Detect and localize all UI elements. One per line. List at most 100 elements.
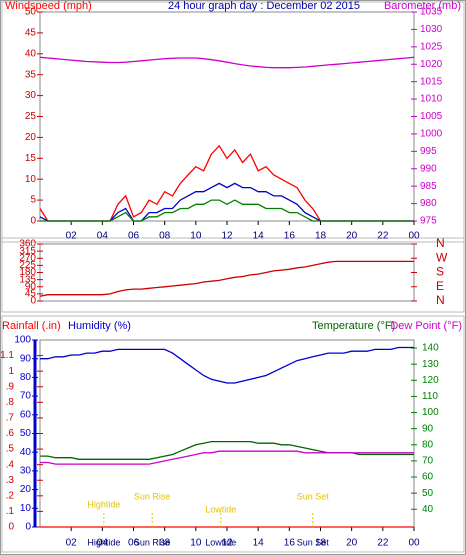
- y2-tick-label: 50: [422, 488, 434, 499]
- x-tick-label: 04: [97, 231, 109, 242]
- y-tick-label: .1: [6, 506, 15, 517]
- panel-frame: [1, 1, 465, 243]
- y-tick-label: .2: [6, 490, 15, 501]
- y2-tick-label: 70: [422, 456, 434, 467]
- event-label: Lowtide: [205, 504, 236, 514]
- y2-tick-label: E: [436, 279, 444, 293]
- y-tick-label: 315: [19, 246, 36, 257]
- y-tick-label: .4: [6, 459, 15, 470]
- y2-tick-label: 80: [422, 439, 434, 450]
- y-tick-label: .8: [6, 397, 15, 408]
- y-tick-label: .7: [6, 413, 15, 424]
- x-tick-label: 00: [408, 538, 420, 549]
- y2-tick-label: 140: [422, 343, 439, 354]
- y2-tick-label: W: [436, 250, 448, 264]
- y-tick-label: 5: [30, 195, 36, 206]
- series-line: [40, 199, 414, 222]
- y2-tick-label: 40: [422, 504, 434, 515]
- series-label: Temperature (°F): [312, 320, 395, 332]
- y2-tick-label: 90: [422, 423, 434, 434]
- x-tick-label: 08: [159, 538, 171, 549]
- x-tick-label: 10: [190, 538, 202, 549]
- event-axis-label: Sun Set: [297, 537, 330, 547]
- y3-tick-label: 90: [20, 353, 32, 364]
- y3-tick-label: 60: [20, 409, 32, 420]
- x-tick-label: 16: [284, 538, 296, 549]
- x-tick-label: 18: [315, 231, 327, 242]
- y-tick-label: .5: [6, 444, 15, 455]
- event-label: Sun Rise: [134, 491, 171, 501]
- y-tick-label: 40: [25, 48, 37, 59]
- y-tick-label: 90: [25, 281, 37, 292]
- y-tick-label: 15: [25, 153, 37, 164]
- y2-tick-label: 1005: [420, 111, 443, 122]
- y2-tick-label: 1030: [420, 24, 443, 35]
- y2-tick-label: 1015: [420, 76, 443, 87]
- chart-title: 24 hour graph day : December 02 2015: [168, 0, 360, 12]
- y2-tick-label: 120: [422, 375, 439, 386]
- y3-tick-label: 70: [20, 391, 32, 402]
- x-tick-label: 04: [97, 538, 109, 549]
- y2-tick-label: 975: [420, 216, 437, 227]
- x-tick-label: 14: [253, 538, 265, 549]
- series-line: [40, 450, 414, 465]
- y2-tick-label: 1020: [420, 59, 443, 70]
- series-label: Rainfall (.in): [2, 320, 61, 332]
- y2-tick-label: S: [436, 265, 444, 279]
- x-tick-label: 12: [221, 231, 233, 242]
- x-tick-label: 06: [128, 538, 140, 549]
- y-tick-label: 20: [25, 132, 37, 143]
- y2-tick-label: 1035: [420, 7, 443, 18]
- y3-tick-label: 30: [20, 466, 32, 477]
- y-tick-label: 10: [25, 174, 37, 185]
- x-tick-label: 22: [377, 231, 389, 242]
- series-line: [39, 260, 414, 297]
- y3-tick-label: 40: [20, 447, 32, 458]
- y-tick-label: 1: [8, 366, 14, 377]
- y2-tick-label: 995: [420, 146, 437, 157]
- y2-tick-label: 985: [420, 181, 437, 192]
- y3-tick-label: 100: [14, 335, 31, 346]
- y-tick-label: .9: [6, 381, 15, 392]
- y-tick-label: 45: [25, 289, 37, 300]
- y2-tick-label: 110: [422, 391, 438, 402]
- series-label: Humidity (%): [68, 320, 131, 332]
- x-tick-label: 00: [408, 231, 420, 242]
- y-tick-label: 0: [8, 522, 14, 533]
- y-tick-label: 1.1: [0, 350, 14, 361]
- y3-tick-label: 20: [20, 484, 32, 495]
- event-label: Sun Set: [297, 491, 330, 501]
- y-tick-label: 0: [30, 296, 36, 307]
- x-tick-label: 22: [377, 538, 389, 549]
- x-tick-label: 20: [346, 538, 358, 549]
- y-tick-label: 30: [25, 90, 37, 101]
- series-label: Windspeed (mph): [5, 0, 92, 12]
- series-label: Barometer (mb): [384, 0, 461, 12]
- y2-tick-label: 990: [420, 163, 437, 174]
- event-axis-label: Lowtide: [205, 537, 236, 547]
- y2-tick-label: 1025: [420, 41, 443, 52]
- y-tick-label: 225: [19, 260, 36, 271]
- y2-tick-label: N: [436, 236, 445, 250]
- x-tick-label: 06: [128, 231, 140, 242]
- event-label: Hightide: [87, 499, 120, 509]
- y-tick-label: 25: [25, 111, 37, 122]
- y-tick-label: 35: [25, 69, 37, 80]
- y-tick-label: 45: [25, 28, 37, 39]
- series-label: Dew Point (°F): [390, 320, 462, 332]
- x-tick-label: 12: [221, 538, 233, 549]
- y2-tick-label: 100: [422, 407, 439, 418]
- x-tick-label: 18: [315, 538, 327, 549]
- series-line: [39, 56, 415, 69]
- y2-tick-label: 60: [422, 472, 434, 483]
- x-tick-label: 16: [284, 231, 296, 242]
- y-tick-label: 270: [19, 253, 36, 264]
- y-tick-label: 50: [25, 7, 37, 18]
- y3-tick-label: 10: [20, 503, 32, 514]
- y-tick-label: 360: [19, 239, 36, 250]
- y-tick-label: .3: [6, 475, 15, 486]
- y2-tick-label: 1000: [420, 129, 443, 140]
- y-tick-label: 0: [30, 216, 36, 227]
- x-tick-label: 02: [66, 231, 78, 242]
